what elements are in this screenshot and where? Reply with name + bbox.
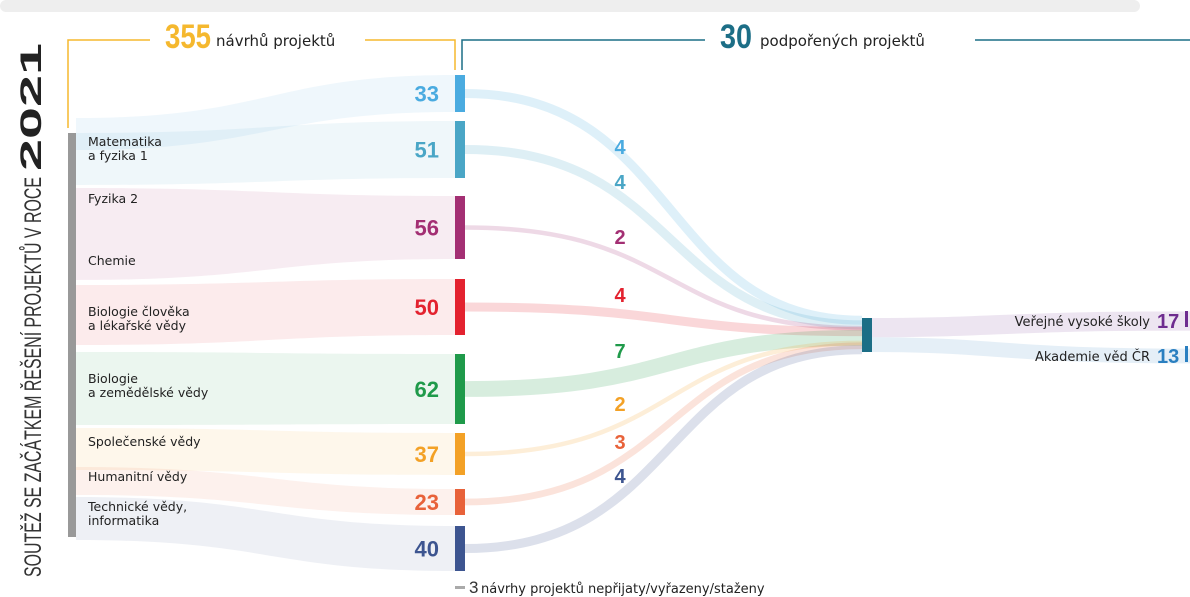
institution-marker [1185,346,1188,362]
field-label: a zemědělské vědy [88,385,209,400]
supported-count: 4 [614,137,626,159]
field-label: Biologie člověka [88,304,190,319]
institution-flow [871,311,1190,338]
proposal-bar [455,75,465,112]
flows [76,75,1190,571]
institution-marker [1185,311,1188,327]
supported-flow [464,342,863,506]
proposal-bar [455,121,465,178]
supported-label: podpořených projektů [760,32,925,50]
supported-flow [464,329,863,397]
supported-flow [464,144,863,330]
rejected-count: 3 [469,578,478,597]
field-band [76,467,455,515]
supported-count: 2 [614,227,625,249]
proposal-count: 33 [415,82,439,107]
field-band [76,188,455,280]
proposal-count: 23 [415,490,439,515]
field-band [76,279,455,345]
supported-flow [464,345,863,554]
field-label: a lékařské vědy [88,318,187,333]
side-title-year: 2021 [15,43,48,171]
field-band [76,428,455,475]
supported-flow [464,302,863,337]
field-band [76,497,455,571]
supported-count: 3 [614,432,625,454]
field-label: informatika [88,513,159,528]
proposals-count: 355 [165,18,211,56]
proposal-bar [455,526,465,571]
proposal-count: 37 [415,442,439,467]
field-band [76,352,455,425]
fields-bar [68,133,76,537]
proposal-bar [455,196,465,259]
field-label: Chemie [88,253,136,268]
supported-count: 4 [614,285,626,307]
proposal-count: 62 [415,377,439,402]
proposals-label: návrhů projektů [216,32,335,50]
proposal-bar [455,279,465,335]
field-band [76,121,455,185]
field-label: Matematika [88,134,162,149]
field-label: Společenské vědy [88,434,201,449]
proposal-count: 56 [415,216,439,241]
proposal-count: 51 [415,138,439,163]
supported-count: 7 [614,341,625,363]
supported-count: 30 [720,18,752,56]
rejected-mark [455,586,465,589]
side-title: SOUTĚŽ SE ZAČÁTKEM ŘEŠENÍ PROJEKTŮ V ROC… [15,43,48,577]
supported-count: 4 [614,172,626,194]
supported-flow [464,88,863,325]
institution-count: 17 [1157,311,1179,333]
proposal-bar [455,489,465,515]
supported-flow [464,225,863,331]
supported-count: 4 [614,466,626,488]
field-band [76,75,455,150]
field-label: Humanitní vědy [88,469,188,484]
supported-bracket [461,39,1190,70]
institution-count: 13 [1157,346,1179,368]
field-label: Technické vědy, [87,499,187,514]
field-label: Biologie [88,371,138,386]
proposal-bar [455,433,465,475]
proposal-count: 50 [415,295,439,320]
side-title-text: SOUTĚŽ SE ZAČÁTKEM ŘEŠENÍ PROJEKTŮ V ROC… [18,177,47,577]
supported-node [862,318,872,352]
supported-flow [464,340,863,457]
field-label: a fyzika 1 [88,148,148,163]
institution-flow [871,337,1190,364]
proposals-bracket [67,39,456,128]
institution-name: Veřejné vysoké školy [1015,315,1151,330]
supported-count: 2 [614,394,625,416]
top-band [0,0,1140,12]
rejected-label: návrhy projektů nepřijaty/vyřazeny/staže… [481,582,765,597]
proposal-count: 40 [415,537,439,562]
proposal-bar [455,354,465,424]
institution-name: Akademie věd ČR [1035,349,1150,365]
field-label: Fyzika 2 [88,191,138,206]
